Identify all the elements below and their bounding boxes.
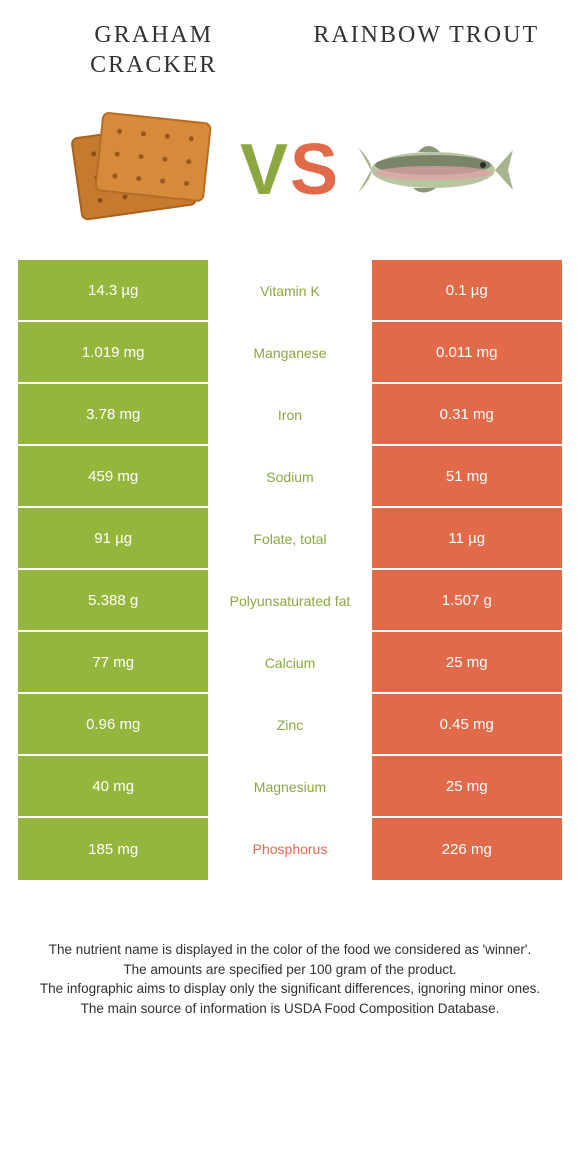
table-row: 14.3 µgVitamin K0.1 µg [18, 260, 562, 322]
nutrient-label-cell: Magnesium [208, 756, 371, 818]
nutrient-label-cell: Folate, total [208, 508, 371, 570]
right-value-cell: 0.31 mg [372, 384, 562, 446]
nutrient-label-cell: Polyunsaturated fat [208, 570, 371, 632]
table-row: 0.96 mgZinc0.45 mg [18, 694, 562, 756]
table-row: 459 mgSodium51 mg [18, 446, 562, 508]
left-value-cell: 77 mg [18, 632, 208, 694]
left-value-cell: 14.3 µg [18, 260, 208, 322]
vs-s: S [290, 129, 340, 211]
left-value-cell: 3.78 mg [18, 384, 208, 446]
vs-label: VS [240, 129, 340, 211]
right-value-cell: 25 mg [372, 756, 562, 818]
left-value-cell: 91 µg [18, 508, 208, 570]
footer-notes: The nutrient name is displayed in the co… [18, 940, 562, 1018]
nutrient-label-cell: Sodium [208, 446, 371, 508]
table-row: 1.019 mgManganese0.011 mg [18, 322, 562, 384]
nutrient-label-cell: Vitamin K [208, 260, 371, 322]
comparison-table: 14.3 µgVitamin K0.1 µg1.019 mgManganese0… [18, 260, 562, 880]
footer-line: The main source of information is USDA F… [30, 999, 550, 1019]
left-food-title: GRAHAM CRACKER [28, 20, 280, 80]
right-food-title: RAINBOW TROUT [300, 20, 552, 80]
nutrient-label-cell: Manganese [208, 322, 371, 384]
right-value-cell: 0.1 µg [372, 260, 562, 322]
right-value-cell: 226 mg [372, 818, 562, 880]
table-row: 40 mgMagnesium25 mg [18, 756, 562, 818]
nutrient-label-cell: Iron [208, 384, 371, 446]
table-row: 3.78 mgIron0.31 mg [18, 384, 562, 446]
left-value-cell: 0.96 mg [18, 694, 208, 756]
nutrient-label-cell: Calcium [208, 632, 371, 694]
table-row: 185 mgPhosphorus226 mg [18, 818, 562, 880]
left-value-cell: 5.388 g [18, 570, 208, 632]
table-row: 5.388 gPolyunsaturated fat1.507 g [18, 570, 562, 632]
footer-line: The amounts are specified per 100 gram o… [30, 960, 550, 980]
right-value-cell: 1.507 g [372, 570, 562, 632]
nutrient-label-cell: Phosphorus [208, 818, 371, 880]
rainbow-trout-image [358, 110, 513, 230]
left-value-cell: 1.019 mg [18, 322, 208, 384]
right-value-cell: 51 mg [372, 446, 562, 508]
graham-cracker-image [67, 110, 222, 230]
right-value-cell: 11 µg [372, 508, 562, 570]
footer-line: The infographic aims to display only the… [30, 979, 550, 999]
table-row: 91 µgFolate, total11 µg [18, 508, 562, 570]
vs-row: VS [18, 110, 562, 230]
right-value-cell: 25 mg [372, 632, 562, 694]
left-value-cell: 459 mg [18, 446, 208, 508]
table-row: 77 mgCalcium25 mg [18, 632, 562, 694]
vs-v: V [240, 129, 290, 211]
header: GRAHAM CRACKER RAINBOW TROUT [18, 20, 562, 80]
right-value-cell: 0.011 mg [372, 322, 562, 384]
left-value-cell: 185 mg [18, 818, 208, 880]
nutrient-label-cell: Zinc [208, 694, 371, 756]
left-value-cell: 40 mg [18, 756, 208, 818]
footer-line: The nutrient name is displayed in the co… [30, 940, 550, 960]
right-value-cell: 0.45 mg [372, 694, 562, 756]
